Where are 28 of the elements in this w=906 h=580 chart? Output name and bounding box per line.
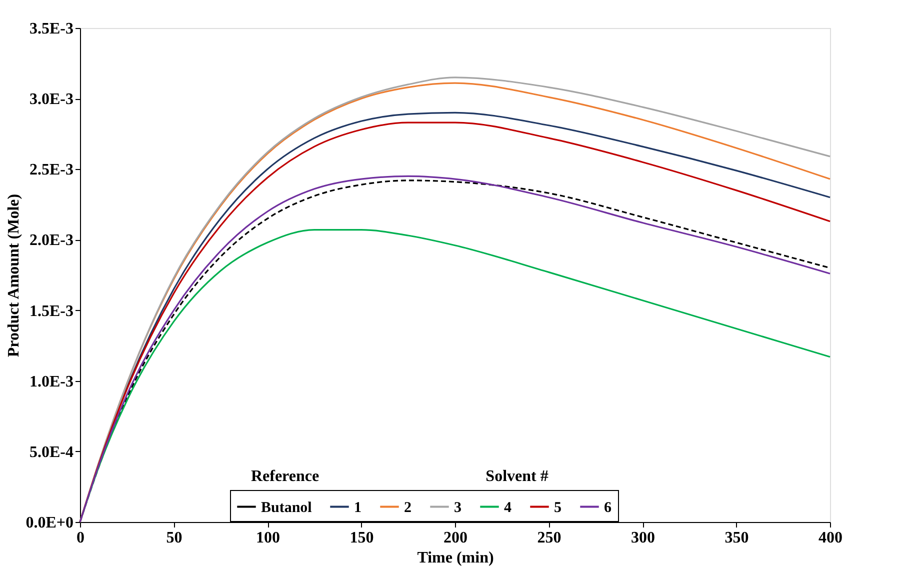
x-tick-label: 400 [818,530,842,546]
x-tick-label: 350 [724,530,749,546]
y-axis-title: Product Amount (Mole) [6,194,23,358]
y-tick-label: 2.5E-3 [30,162,74,179]
x-tick-label: 0 [76,530,84,546]
x-tick-label: 300 [631,530,655,546]
y-tick-label: 0.0E+0 [26,514,74,532]
x-axis-title: Time (min) [417,550,494,566]
y-tick-label: 3.0E-3 [30,91,74,108]
legend-label: 1 [354,500,362,516]
y-tick-label: 3.5E-3 [30,20,74,38]
annotation: Reference [250,468,320,485]
y-tick-label: 1.0E-3 [30,373,74,390]
x-tick-label: 250 [537,530,562,546]
x-tick-label: 150 [350,530,374,546]
legend-title: Solvent # [486,468,548,485]
legend-label: 2 [404,500,412,516]
x-tick-label: 100 [256,530,280,546]
y-tick-label: 5.0E-4 [30,444,74,461]
legend-label: Butanol [261,500,312,516]
x-tick-label: 200 [444,530,468,546]
y-tick-label: 2.0E-3 [30,232,74,250]
legend-label: 4 [504,500,512,516]
legend-label: 5 [554,500,562,516]
y-tick-label: 1.5E-3 [30,302,74,320]
legend-label: 3 [454,500,462,516]
legend-label: 6 [604,500,612,516]
x-tick-label: 50 [166,530,182,546]
